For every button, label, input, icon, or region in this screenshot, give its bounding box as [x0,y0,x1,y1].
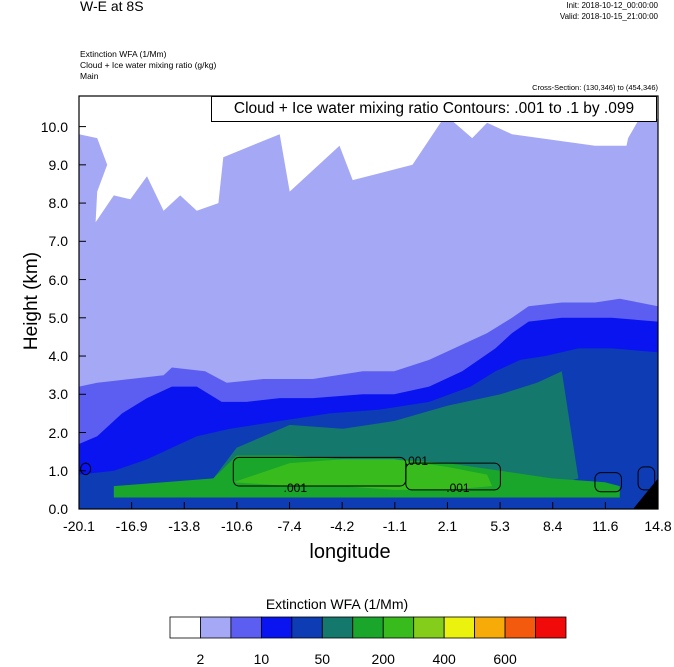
terrain-fill [633,478,658,509]
terrain-shape [633,478,658,509]
colorbar-label: 400 [432,651,456,667]
subtitle-field-1: Extinction WFA (1/Mm) [80,49,167,59]
colorbar-swatch [535,616,567,639]
y-tick-label: 7.0 [48,233,68,250]
x-tick-label: 2.1 [437,518,458,534]
colorbar-swatch [260,616,293,639]
colorbar-label: 50 [314,651,331,667]
x-tick-label: 11.6 [592,518,619,534]
colorbar-swatch [291,616,323,639]
init-time: Init: 2018-10-12_00:00:00 [566,1,658,10]
x-tick-label: 5.3 [490,518,510,534]
colorbar-label: 600 [493,651,517,667]
cross-section-label: Cross-Section: (130,346) to (454,346) [532,83,658,92]
x-tick-label: -16.9 [115,518,148,534]
colorbar-swatch [321,616,354,639]
colorbar-label: 2 [196,651,205,667]
y-tick-label: 10.0 [40,118,68,135]
y-tick-label: 5.0 [48,309,68,326]
contour-line [637,466,656,491]
contour-line [405,462,501,491]
colorbar-swatch [382,616,415,639]
y-tick-label: 8.0 [48,195,68,212]
colorbar [169,616,567,639]
y-axis-label: Height (km) [21,251,42,351]
colorbar-title: Extinction WFA (1/Mm) [265,596,409,612]
y-tick-label: 0.0 [48,501,68,517]
y-tick-label: 9.0 [48,156,68,173]
x-tick-label: -13.8 [168,518,201,534]
contour-lines [80,456,656,493]
colorbar-swatch [200,616,232,639]
y-tick-label: 3.0 [48,386,68,403]
x-tick-label: -1.1 [382,518,407,534]
contour-value-label: .001 [283,480,307,495]
colorbar-swatch [169,616,201,639]
contour-line [80,462,92,476]
contour-info-box: Cloud + Ice water mixing ratio Contours:… [211,96,657,122]
colorbar-swatch [352,616,384,639]
colorbar-label: 200 [371,651,395,667]
x-tick-label: -20.1 [63,518,95,534]
colorbar-swatch [474,616,506,639]
y-tick-label: 2.0 [48,424,68,441]
x-tick-label: -10.6 [220,518,253,534]
x-axis-label: longitude [309,541,391,563]
x-tick-label: 8.4 [542,518,563,534]
region-level-400-lightgreen [233,459,493,490]
colorbar-label: 10 [253,651,270,667]
y-tick-label: 4.0 [48,348,68,365]
colorbar-swatch [443,616,476,639]
subtitle-field-2: Cloud + Ice water mixing ratio (g/kg) [80,60,217,70]
x-tick-label: -4.2 [330,518,355,534]
contour-value-label: .001 [446,480,470,495]
colorbar-swatch [230,616,262,639]
contour-line [594,472,623,493]
chart-title: W-E at 8S [80,0,144,14]
colorbar-swatch [413,616,445,639]
axis-ticks [78,126,659,510]
shaded-regions [79,96,658,509]
colorbar-swatch [504,616,536,639]
x-tick-label: 14.8 [644,518,672,534]
subtitle-field-3: Main [80,71,99,81]
y-tick-label: 6.0 [48,271,68,288]
valid-time: Valid: 2018-10-15_21:00:00 [559,12,658,21]
contour-value-label: .001 [404,454,429,469]
x-tick-label: -7.4 [277,518,302,534]
y-tick-label: 1.0 [48,462,68,479]
